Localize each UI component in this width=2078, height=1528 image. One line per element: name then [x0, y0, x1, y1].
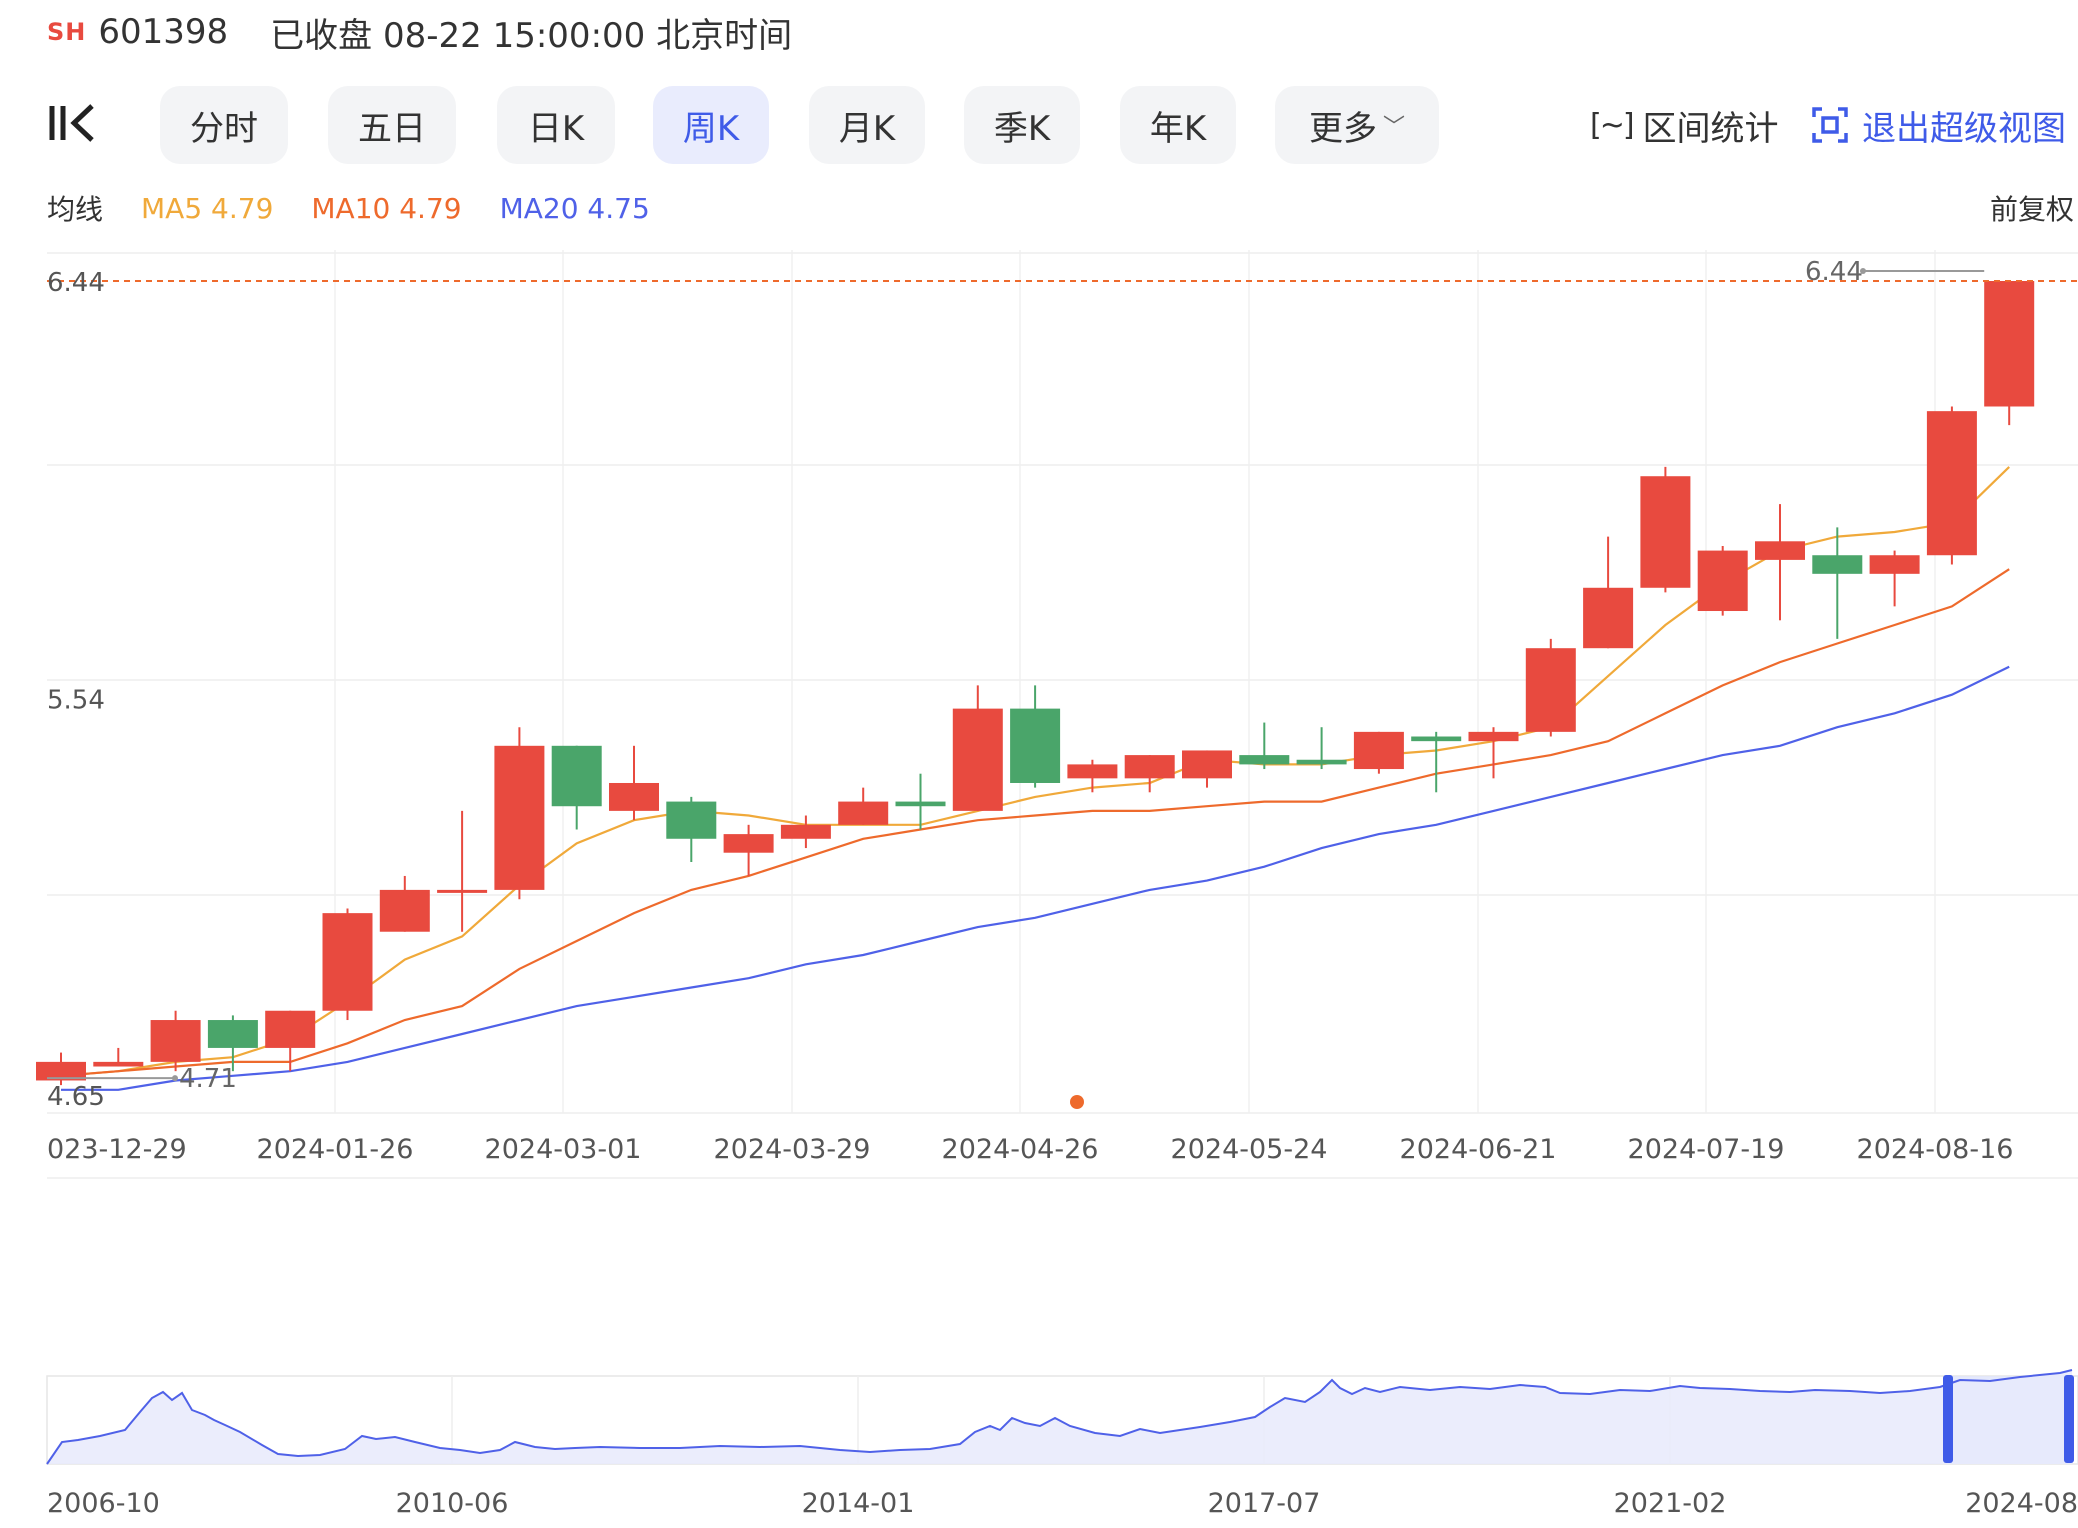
candle-body [1353, 731, 1404, 770]
candle-body [666, 801, 717, 839]
candle-body [379, 889, 430, 932]
exchange-badge: SH [47, 18, 87, 46]
tab-more-label: 更多 [1308, 108, 1377, 149]
range-stat-icon: [~] [1590, 107, 1635, 143]
x-tick-label: 2024-08-16 [1857, 1134, 2014, 1165]
candle-body [1984, 281, 2035, 407]
candle-body [780, 824, 831, 839]
navigator-line [46, 1369, 2073, 1465]
high-marker-dot [1860, 268, 1866, 274]
candle-body [1755, 541, 1805, 560]
tab-intraday[interactable]: 分时 [160, 86, 288, 164]
candle-body [1010, 708, 1061, 783]
candle-body [150, 1020, 201, 1062]
candle-body [36, 1061, 86, 1081]
kline-chart[interactable]: 6.44 5.54 4.65 6.44 4.71 023-12-29 2024-01-26 2… [0, 240, 2078, 1180]
x-tick-label: 2024-03-29 [714, 1134, 871, 1165]
range-stat-label: 区间统计 [1642, 108, 1779, 149]
candle-body [1926, 411, 1977, 556]
candle-body [1869, 555, 1920, 574]
candle-body [93, 1061, 144, 1067]
stock-code: 601398 [98, 12, 229, 52]
navigator-x-tick-label: 2024-08 [1965, 1488, 2078, 1519]
exit-super-view-button[interactable]: 退出超级视图 [1810, 104, 2066, 149]
navigator-x-tick-label: 2010-06 [396, 1488, 509, 1519]
candle-body [723, 834, 774, 853]
tab-five-day[interactable]: 五日 [328, 86, 456, 164]
high-price-label: 6.44 [1805, 257, 1863, 287]
x-tick-label: 2024-01-26 [257, 1134, 414, 1165]
navigator-left-handle[interactable] [1943, 1375, 1953, 1463]
candle-body [1124, 755, 1175, 779]
y-tick-label: 4.65 [47, 1082, 105, 1112]
kline-icon[interactable] [48, 102, 96, 144]
x-tick-label: 2024-04-26 [942, 1134, 1099, 1165]
candle-body [895, 801, 946, 807]
x-tick-label: 2024-07-19 [1628, 1134, 1785, 1165]
ma10-value: MA10 4.79 [311, 191, 462, 225]
candle-body [1296, 759, 1347, 765]
ma5-value: MA5 4.79 [141, 191, 274, 225]
ma-title: 均线 [47, 193, 104, 226]
x-tick-label: 2024-06-21 [1400, 1134, 1557, 1165]
market-status: 已收盘 08-22 15:00:00 北京时间 [270, 15, 793, 56]
chevron-down-icon: ﹀ [1382, 115, 1405, 140]
stock-header: SH 601398 已收盘 08-22 15:00:00 北京时间 [47, 8, 792, 56]
period-toolbar: 分时 五日 日K 周K 月K 季K 年K 更多 ﹀ [~] 区间统计 退出超级视… [0, 84, 2078, 166]
navigator-x-tick-label: 2006-10 [47, 1488, 160, 1519]
candle-body [1525, 648, 1576, 732]
candle-body [1697, 550, 1748, 612]
candle-body [952, 708, 1003, 811]
exit-super-view-label: 退出超级视图 [1862, 108, 2066, 149]
price-adjust-toggle[interactable]: 前复权 [1989, 193, 2074, 226]
candle-body [1468, 731, 1519, 742]
range-stat-button[interactable]: [~] 区间统计 [1590, 104, 1779, 149]
ma20-line [61, 665, 2010, 1091]
candle-body [437, 889, 488, 893]
tab-monthly-k[interactable]: 月K [809, 86, 925, 164]
event-marker-dot [1070, 1095, 1084, 1109]
tab-weekly-k[interactable]: 周K [653, 86, 769, 164]
ma20-value: MA20 4.75 [499, 191, 650, 225]
low-marker-dot [172, 1075, 178, 1082]
navigator-x-tick-label: 2017-07 [1208, 1488, 1321, 1519]
y-tick-label: 6.44 [47, 268, 105, 298]
x-tick-label: 2024-03-01 [485, 1134, 642, 1165]
navigator-right-handle[interactable] [2064, 1375, 2074, 1463]
candle-body [609, 782, 659, 811]
candle-body [1812, 555, 1863, 574]
candle-body [322, 913, 373, 1011]
y-tick-label: 5.54 [47, 685, 105, 715]
ma-legend: 均线 MA5 4.79 MA10 4.79 MA20 4.75 [47, 188, 688, 228]
x-tick-label: 2024-05-24 [1171, 1134, 1328, 1165]
navigator-x-tick-label: 2014-01 [802, 1488, 915, 1519]
x-tick-label: 023-12-29 [47, 1134, 187, 1165]
ma5-line [60, 466, 2010, 1077]
low-price-label: 4.71 [179, 1064, 237, 1094]
tab-quarterly-k[interactable]: 季K [964, 86, 1080, 164]
candle-body [207, 1020, 258, 1048]
tab-daily-k[interactable]: 日K [497, 86, 615, 164]
candle-body [1583, 587, 1634, 649]
navigator-chart[interactable]: 2006-10 2010-06 2014-01 2017-07 2021-02 2024-… [0, 1360, 2078, 1528]
candle-body [1640, 476, 1691, 588]
tab-more[interactable]: 更多 ﹀ [1275, 86, 1439, 164]
candle-body [551, 745, 602, 807]
candle-body [265, 1010, 316, 1048]
candle-body [1239, 755, 1290, 765]
tab-yearly-k[interactable]: 年K [1120, 86, 1236, 164]
fullscreen-exit-icon [1812, 107, 1848, 143]
navigator-x-tick-label: 2021-02 [1614, 1488, 1727, 1519]
candle-body [838, 801, 889, 825]
candle-body [1182, 750, 1232, 779]
ma10-line [60, 568, 2010, 1077]
candle-body [494, 745, 545, 890]
candle-body [1411, 736, 1462, 742]
candle-body [1067, 764, 1118, 779]
